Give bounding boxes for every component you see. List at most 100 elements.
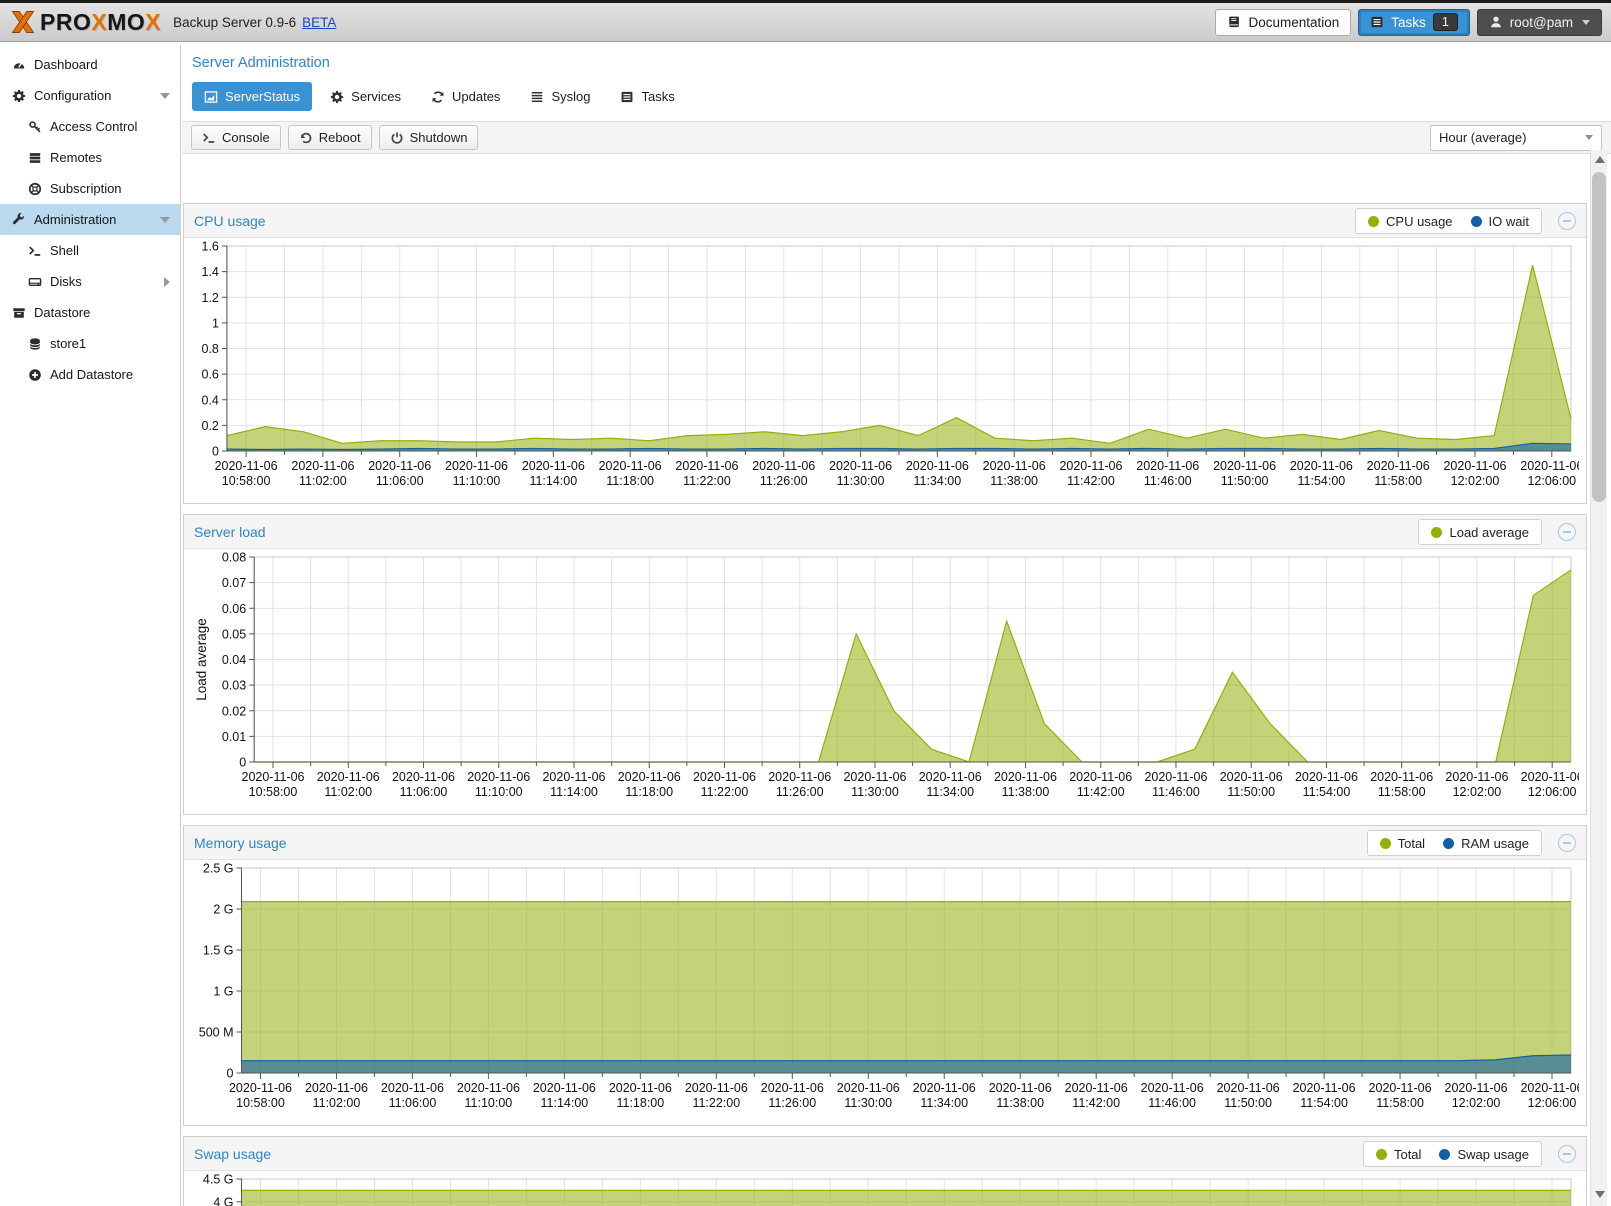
svg-text:11:10:00: 11:10:00: [453, 474, 501, 488]
svg-text:500 M: 500 M: [199, 1026, 234, 1040]
legend-item-total[interactable]: Total: [1375, 1147, 1421, 1162]
svg-text:2020-11-06: 2020-11-06: [1367, 459, 1430, 473]
svg-text:2020-11-06: 2020-11-06: [1369, 1081, 1432, 1095]
svg-text:2020-11-06: 2020-11-06: [1520, 1081, 1579, 1095]
scroll-up-arrow-icon[interactable]: [1595, 156, 1605, 163]
chart-legend: Total Swap usage: [1362, 1141, 1542, 1167]
svg-text:12:06:00: 12:06:00: [1528, 785, 1577, 799]
svg-text:2020-11-06: 2020-11-06: [317, 770, 380, 784]
svg-text:2020-11-06: 2020-11-06: [533, 1081, 596, 1095]
panel-title: Server load: [194, 523, 266, 540]
sidebar-item-access-control[interactable]: Access Control: [0, 111, 180, 142]
user-menu-button[interactable]: root@pam: [1476, 8, 1602, 36]
svg-text:2020-11-06: 2020-11-06: [368, 459, 431, 473]
legend-item-load-average[interactable]: Load average: [1431, 525, 1529, 540]
svg-text:2020-11-06: 2020-11-06: [829, 459, 892, 473]
svg-text:12:02:00: 12:02:00: [1451, 474, 1500, 488]
collapse-panel-button[interactable]: [1558, 523, 1576, 541]
svg-text:2020-11-06: 2020-11-06: [291, 459, 354, 473]
svg-text:11:18:00: 11:18:00: [606, 474, 654, 488]
legend-item-total[interactable]: Total: [1379, 836, 1425, 851]
reboot-icon: [299, 131, 313, 145]
tasks-count-badge: 1: [1432, 13, 1458, 31]
svg-text:2020-11-06: 2020-11-06: [445, 459, 508, 473]
svg-text:2020-11-06: 2020-11-06: [1220, 770, 1283, 784]
tab-serverstatus[interactable]: ServerStatus: [192, 82, 313, 111]
sidebar-item-subscription[interactable]: Subscription: [0, 173, 180, 204]
panel-title: CPU usage: [194, 212, 266, 229]
svg-text:2020-11-06: 2020-11-06: [392, 770, 455, 784]
power-icon: [390, 131, 404, 145]
tab-updates[interactable]: Updates: [419, 82, 512, 111]
timeframe-select[interactable]: Hour (average): [1430, 124, 1602, 151]
task-list-icon: [1370, 15, 1384, 29]
legend-label: IO wait: [1488, 213, 1529, 229]
svg-text:2020-11-06: 2020-11-06: [913, 1081, 976, 1095]
tab-tasks[interactable]: Tasks: [608, 82, 686, 111]
svg-text:11:06:00: 11:06:00: [389, 1096, 437, 1110]
svg-text:4 G: 4 G: [213, 1195, 233, 1206]
console-button[interactable]: Console: [191, 125, 281, 150]
key-icon: [28, 120, 42, 134]
svg-text:10:58:00: 10:58:00: [236, 1096, 285, 1110]
vertical-scrollbar[interactable]: [1590, 150, 1607, 1206]
svg-text:2020-11-06: 2020-11-06: [1217, 1081, 1280, 1095]
collapse-panel-button[interactable]: [1558, 1145, 1576, 1163]
app-subtitle: Backup Server 0.9-6: [173, 14, 297, 30]
svg-text:2020-11-06: 2020-11-06: [983, 459, 1046, 473]
svg-text:0: 0: [239, 756, 246, 770]
legend-item-io-wait[interactable]: IO wait: [1470, 213, 1529, 229]
sidebar-item-store1[interactable]: store1: [0, 328, 180, 359]
svg-text:0: 0: [227, 1067, 234, 1081]
gear-icon: [12, 89, 26, 103]
sidebar-item-dashboard[interactable]: Dashboard: [0, 49, 180, 80]
sidebar-item-datastore[interactable]: Datastore: [0, 297, 180, 328]
svg-text:2.5 G: 2.5 G: [203, 863, 234, 876]
tab-syslog[interactable]: Syslog: [518, 82, 602, 111]
sidebar-item-disks[interactable]: Disks: [0, 266, 180, 297]
svg-text:2020-11-06: 2020-11-06: [1144, 770, 1207, 784]
beta-link[interactable]: BETA: [302, 14, 337, 30]
svg-text:11:42:00: 11:42:00: [1067, 474, 1115, 488]
collapse-panel-button[interactable]: [1558, 834, 1576, 852]
legend-item-swap-usage[interactable]: Swap usage: [1439, 1147, 1529, 1162]
svg-text:0.01: 0.01: [222, 730, 246, 744]
sidebar-item-remotes[interactable]: Remotes: [0, 142, 180, 173]
svg-text:11:26:00: 11:26:00: [768, 1096, 816, 1110]
collapse-panel-button[interactable]: [1558, 212, 1576, 230]
svg-text:2020-11-06: 2020-11-06: [752, 459, 815, 473]
terminal-icon: [202, 131, 216, 145]
tab-services[interactable]: Services: [318, 82, 413, 111]
tasks-button[interactable]: Tasks 1: [1358, 8, 1470, 36]
legend-item-ram-usage[interactable]: RAM usage: [1443, 836, 1529, 851]
svg-text:2020-11-06: 2020-11-06: [542, 770, 605, 784]
tab-bar: ServerStatus Services Updates Syslog Tas…: [182, 71, 1611, 121]
sidebar-item-administration[interactable]: Administration: [0, 204, 180, 235]
sidebar-item-add-datastore[interactable]: Add Datastore: [0, 359, 180, 390]
documentation-button[interactable]: Documentation: [1215, 8, 1352, 36]
svg-text:0.03: 0.03: [222, 679, 246, 693]
svg-text:2020-11-06: 2020-11-06: [1370, 770, 1433, 784]
svg-text:2020-11-06: 2020-11-06: [1065, 1081, 1128, 1095]
scroll-down-arrow-icon[interactable]: [1595, 1191, 1605, 1198]
legend-item-cpu-usage[interactable]: CPU usage: [1368, 214, 1453, 229]
shutdown-button[interactable]: Shutdown: [378, 125, 479, 150]
svg-text:0.02: 0.02: [222, 704, 246, 718]
svg-text:2020-11-06: 2020-11-06: [906, 459, 969, 473]
logo-wordmark: PROXMOX: [40, 8, 162, 35]
svg-text:2020-11-06: 2020-11-06: [1141, 1081, 1204, 1095]
chart-legend: Total RAM usage: [1366, 830, 1542, 856]
reboot-button[interactable]: Reboot: [287, 125, 372, 150]
svg-text:0.8: 0.8: [202, 342, 219, 356]
svg-text:11:58:00: 11:58:00: [1378, 785, 1426, 799]
sidebar-item-shell[interactable]: Shell: [0, 235, 180, 266]
scrollbar-thumb[interactable]: [1592, 172, 1606, 502]
sidebar-item-configuration[interactable]: Configuration: [0, 80, 180, 111]
svg-text:2020-11-06: 2020-11-06: [1293, 1081, 1356, 1095]
svg-text:11:50:00: 11:50:00: [1224, 1096, 1272, 1110]
svg-text:11:58:00: 11:58:00: [1376, 1096, 1424, 1110]
svg-text:10:58:00: 10:58:00: [222, 474, 271, 488]
svg-text:11:58:00: 11:58:00: [1374, 474, 1422, 488]
svg-text:2020-11-06: 2020-11-06: [1445, 770, 1508, 784]
